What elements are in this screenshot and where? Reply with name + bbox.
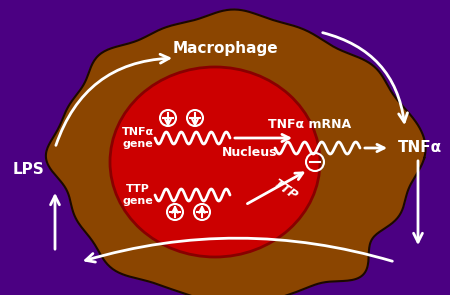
Text: TTP
gene: TTP gene — [122, 184, 153, 206]
Text: TTP: TTP — [270, 177, 300, 203]
FancyArrowPatch shape — [50, 196, 59, 249]
FancyArrowPatch shape — [323, 33, 408, 122]
Ellipse shape — [110, 67, 320, 257]
Text: TNFα
gene: TNFα gene — [122, 127, 154, 149]
FancyArrowPatch shape — [56, 54, 169, 145]
FancyArrowPatch shape — [414, 161, 423, 242]
FancyArrowPatch shape — [86, 238, 392, 262]
Text: Macrophage: Macrophage — [172, 40, 278, 55]
Polygon shape — [46, 9, 426, 295]
Text: TNFα: TNFα — [398, 140, 442, 155]
Text: LPS: LPS — [12, 163, 44, 178]
Text: TNFα mRNA: TNFα mRNA — [269, 119, 351, 132]
Text: Nucleus: Nucleus — [222, 145, 278, 158]
